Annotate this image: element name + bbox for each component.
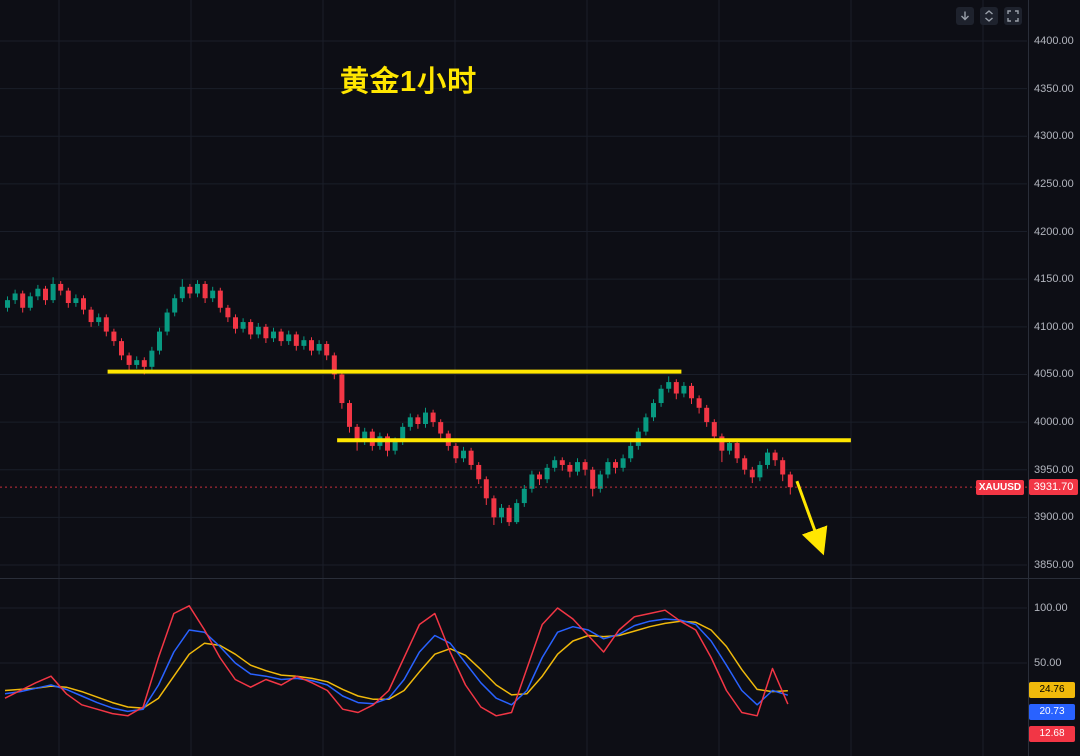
price-tick-label: 3850.00 xyxy=(1034,559,1074,571)
indicator-k-value-badge: 20.73 xyxy=(1029,704,1075,720)
fullscreen-button[interactable] xyxy=(1004,7,1022,25)
current-price-tag: 3931.70 xyxy=(1029,479,1078,496)
collapse-panes-button[interactable] xyxy=(980,7,998,25)
scroll-to-latest-button[interactable] xyxy=(956,7,974,25)
chart-toolbar xyxy=(956,7,1022,25)
indicator-j-value-badge: 12.68 xyxy=(1029,726,1075,742)
collapse-panes-icon xyxy=(983,10,995,22)
indicator-tick-label: 50.00 xyxy=(1034,657,1062,669)
price-tick-label: 3900.00 xyxy=(1034,511,1074,524)
indicator-lines-layer xyxy=(4,605,789,717)
price-axis[interactable]: 4400.00 4350.00 4300.00 4250.00 4200.00 4150.… xyxy=(1028,0,1080,756)
price-tick-label: 4350.00 xyxy=(1034,82,1074,95)
pane-divider[interactable] xyxy=(0,578,1080,579)
indicator-tick-label: 100.00 xyxy=(1034,602,1068,614)
price-tick-label: 4300.00 xyxy=(1034,130,1074,143)
fullscreen-icon xyxy=(1007,10,1019,22)
symbol-label: XAUUSD xyxy=(976,479,1024,495)
price-tick-label: 4050.00 xyxy=(1034,368,1074,381)
price-tick-label: 4250.00 xyxy=(1034,177,1074,190)
price-tick-label: 4150.00 xyxy=(1034,273,1074,286)
arrow-down-icon xyxy=(959,10,971,22)
chart-title-annotation: 黄金1小时 xyxy=(340,66,478,98)
candles-layer xyxy=(5,277,793,526)
indicator-d-value-badge: 24.76 xyxy=(1029,682,1075,698)
price-tick-label: 4000.00 xyxy=(1034,416,1074,429)
price-tick-label: 4100.00 xyxy=(1034,320,1074,333)
price-tick-label: 3950.00 xyxy=(1034,463,1074,476)
price-tick-label: 4400.00 xyxy=(1034,35,1074,47)
price-tick-label: 4200.00 xyxy=(1034,225,1074,238)
